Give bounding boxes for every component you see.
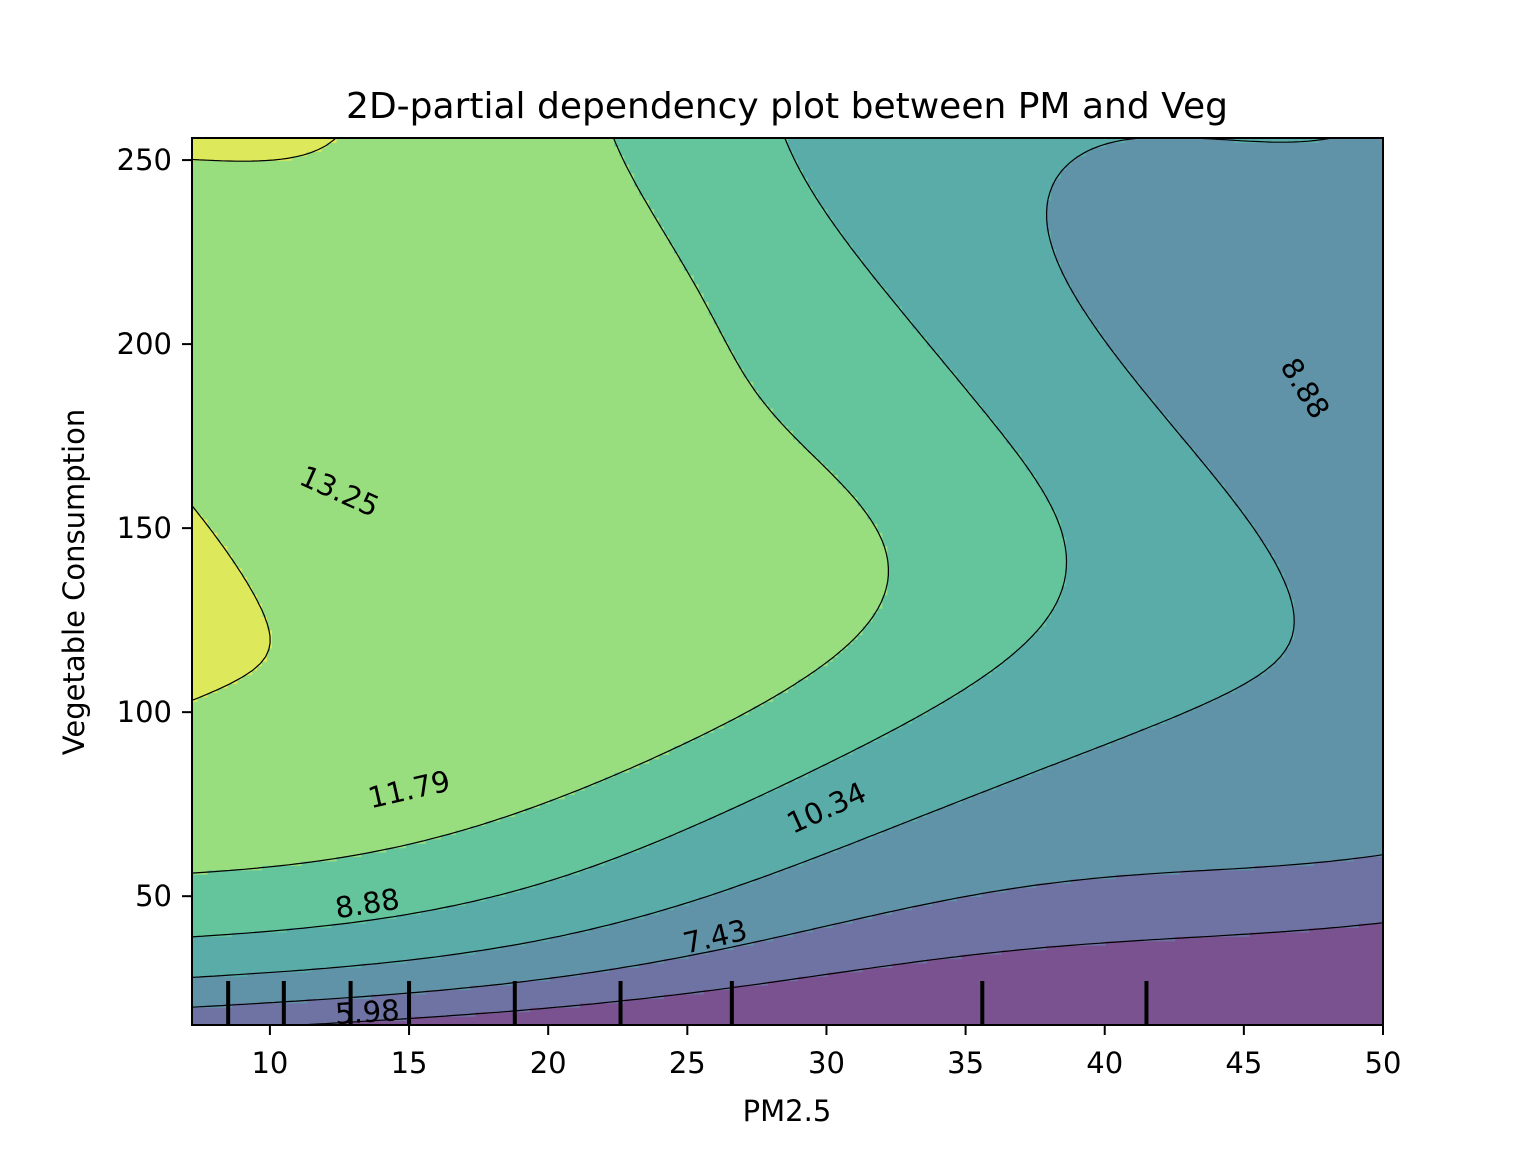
y-tick-label: 50 — [135, 879, 172, 913]
contour-band — [192, 138, 1383, 1008]
contour-label: 5.98 — [334, 993, 401, 1031]
x-tick-label: 30 — [808, 1046, 845, 1080]
contour-line — [192, 138, 1068, 938]
contour-band — [192, 138, 1320, 977]
contour-line — [192, 138, 889, 874]
x-tick-label: 45 — [1225, 1046, 1262, 1080]
contour-line — [192, 138, 1332, 978]
y-tick-label: 250 — [117, 143, 172, 177]
x-tick-label: 15 — [391, 1046, 428, 1080]
x-tick-label: 40 — [1086, 1046, 1123, 1080]
x-tick-label: 20 — [530, 1046, 567, 1080]
x-tick-label: 50 — [1365, 1046, 1402, 1080]
contour-band — [192, 856, 1383, 1025]
y-tick-label: 150 — [117, 511, 172, 545]
x-tick-label: 25 — [669, 1046, 706, 1080]
contour-line — [192, 138, 337, 701]
contour-band — [340, 922, 1383, 1025]
y-axis-label: Vegetable Consumption — [57, 409, 91, 755]
y-tick-label: 200 — [117, 327, 172, 361]
contour-band — [192, 138, 888, 875]
plot-frame — [191, 137, 1384, 1026]
contour-line — [192, 854, 1383, 1008]
y-tick-label: 100 — [117, 695, 172, 729]
x-axis-label: PM2.5 — [743, 1094, 832, 1128]
x-tick-label: 10 — [251, 1046, 288, 1080]
contour-band — [192, 138, 1066, 937]
contour-band — [192, 138, 337, 702]
chart-title: 2D-partial dependency plot between PM an… — [346, 86, 1228, 127]
x-tick-label: 35 — [947, 1046, 984, 1080]
